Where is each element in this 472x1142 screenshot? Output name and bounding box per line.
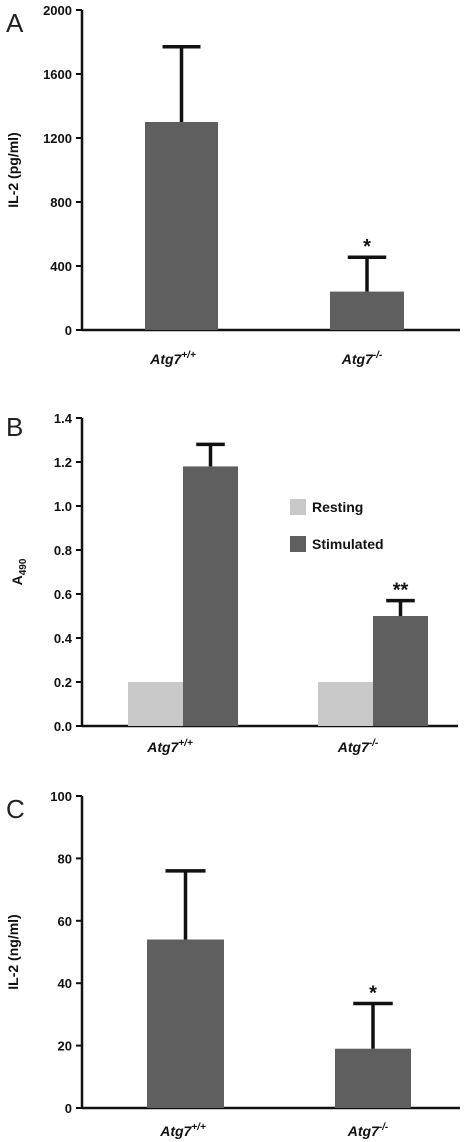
y-tick-label: 0.4 bbox=[54, 631, 73, 646]
y-tick-label: 20 bbox=[58, 1039, 72, 1054]
bar bbox=[318, 682, 373, 726]
category-label: Atg7+/+ bbox=[146, 738, 193, 755]
bar bbox=[330, 291, 404, 330]
bar bbox=[128, 682, 183, 726]
bar bbox=[373, 616, 428, 726]
bar bbox=[145, 122, 218, 330]
y-tick-label: 1200 bbox=[43, 131, 72, 146]
y-tick-label: 0.6 bbox=[54, 587, 72, 602]
panel-c: C 0 20 40 60 80 100 IL-2 (ng/ml) * Atg7+/+ Atg7-/- bbox=[5, 789, 460, 1139]
y-tick-label: 1.0 bbox=[54, 499, 72, 514]
significance-marker: * bbox=[363, 236, 371, 258]
panel-b: B 0.0 0.2 0.4 0.6 0.8 1.0 1.2 1.4 A490 ** Atg7+/+ At… bbox=[6, 411, 458, 755]
y-tick-label: 1.2 bbox=[54, 455, 72, 470]
y-tick-label: 80 bbox=[58, 851, 72, 866]
y-tick-label: 400 bbox=[50, 259, 72, 274]
panel-letter: B bbox=[6, 412, 23, 442]
y-tick-label: 40 bbox=[58, 976, 72, 991]
significance-marker: * bbox=[369, 982, 377, 1004]
y-tick-label: 100 bbox=[50, 789, 72, 804]
y-tick-label: 0.0 bbox=[54, 719, 72, 734]
y-tick-label: 0.2 bbox=[54, 675, 72, 690]
category-label: Atg7+/+ bbox=[159, 1122, 206, 1139]
category-label: Atg7-/- bbox=[341, 350, 383, 367]
bar bbox=[335, 1048, 411, 1108]
panel-letter: C bbox=[6, 794, 25, 824]
y-tick-label: 800 bbox=[50, 195, 72, 210]
y-axis-label: A490 bbox=[9, 558, 29, 585]
y-tick-label: 0 bbox=[65, 1101, 72, 1116]
y-axis-label: IL-2 (pg/ml) bbox=[5, 132, 21, 207]
y-tick-label: 0 bbox=[65, 323, 72, 338]
significance-marker: ** bbox=[393, 580, 409, 602]
panel-a: A 0 400 800 1200 1600 2000 IL-2 (pg/ml) * Atg7+/+… bbox=[5, 3, 460, 367]
legend-label: Resting bbox=[312, 499, 363, 515]
bar bbox=[183, 466, 238, 726]
y-tick-label: 60 bbox=[58, 914, 72, 929]
y-tick-label: 2000 bbox=[43, 3, 72, 18]
legend-label: Stimulated bbox=[312, 536, 384, 552]
y-tick-label: 0.8 bbox=[54, 543, 72, 558]
category-label: Atg7-/- bbox=[347, 1122, 389, 1139]
category-label: Atg7+/+ bbox=[149, 350, 196, 367]
y-tick-label: 1.4 bbox=[54, 411, 73, 426]
y-axis-label: IL-2 (ng/ml) bbox=[5, 914, 21, 989]
legend-swatch bbox=[290, 499, 306, 515]
category-label: Atg7-/- bbox=[337, 738, 379, 755]
panel-letter: A bbox=[6, 8, 24, 38]
bar bbox=[147, 939, 224, 1108]
legend-swatch bbox=[290, 536, 306, 552]
y-tick-label: 1600 bbox=[43, 67, 72, 82]
